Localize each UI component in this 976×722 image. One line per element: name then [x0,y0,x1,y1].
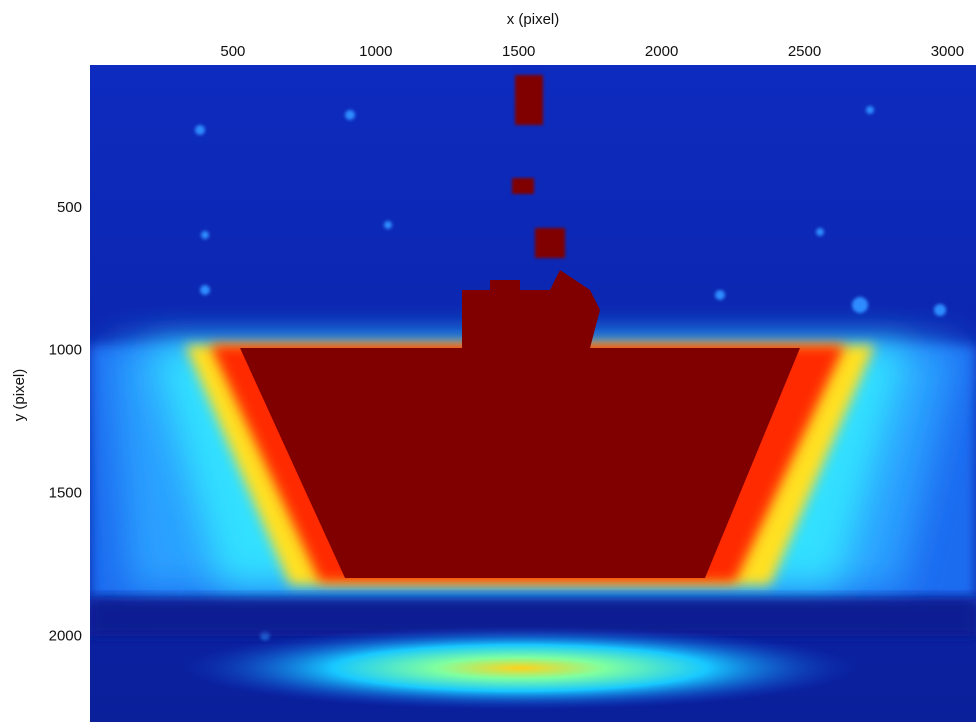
x-tick-label: 1000 [359,43,392,60]
y-tick-label: 500 [57,199,82,216]
x-tick-label: 2000 [645,43,678,60]
heatmap-image [90,65,976,722]
x-axis-label: x (pixel) [507,11,560,28]
y-axis-label: y (pixel) [11,369,28,422]
x-tick-label: 2500 [788,43,821,60]
x-tick-label: 500 [220,43,245,60]
y-tick-label: 1000 [49,342,82,359]
x-tick-label: 1500 [502,43,535,60]
x-tick-label: 3000 [931,43,964,60]
y-tick-label: 1500 [49,484,82,501]
y-tick-label: 2000 [49,627,82,644]
